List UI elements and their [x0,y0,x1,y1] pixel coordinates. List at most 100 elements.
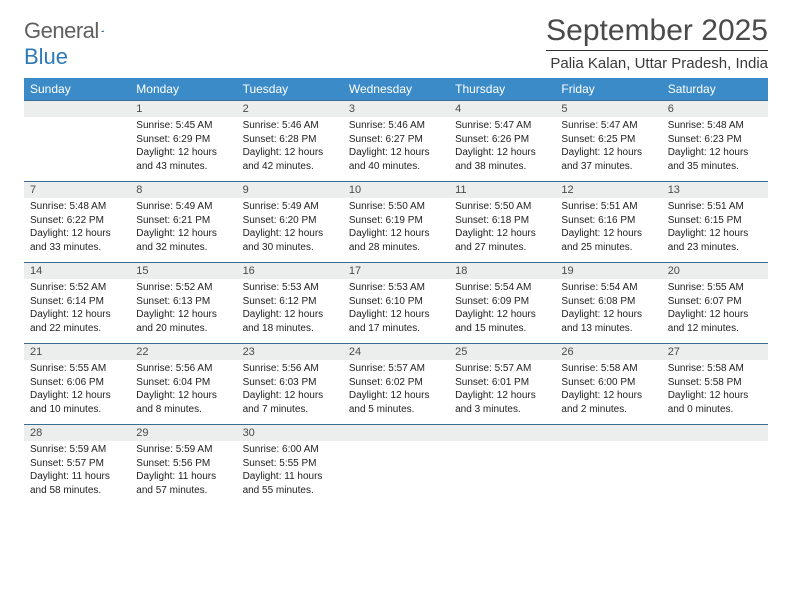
sunset-line: Sunset: 5:55 PM [243,457,337,471]
sunset-line: Sunset: 6:09 PM [455,295,549,309]
daylight-line: Daylight: 12 hours and 43 minutes. [136,146,230,173]
weekday-header: Saturday [662,78,768,101]
empty-day-number [24,101,130,118]
daylight-line: Daylight: 12 hours and 17 minutes. [349,308,443,335]
daylight-line: Daylight: 12 hours and 3 minutes. [455,389,549,416]
day-number: 6 [662,101,768,118]
sunrise-line: Sunrise: 5:55 AM [30,362,124,376]
day-cell: Sunrise: 5:56 AMSunset: 6:04 PMDaylight:… [130,360,236,425]
daylight-line: Daylight: 12 hours and 30 minutes. [243,227,337,254]
sunrise-line: Sunrise: 5:46 AM [243,119,337,133]
day-number-row: 21222324252627 [24,344,768,361]
sunset-line: Sunset: 6:29 PM [136,133,230,147]
day-info-row: Sunrise: 5:55 AMSunset: 6:06 PMDaylight:… [24,360,768,425]
daylight-line: Daylight: 12 hours and 7 minutes. [243,389,337,416]
sunset-line: Sunset: 6:10 PM [349,295,443,309]
sunrise-line: Sunrise: 5:47 AM [455,119,549,133]
day-number: 9 [237,182,343,199]
day-number: 12 [555,182,661,199]
daylight-line: Daylight: 12 hours and 2 minutes. [561,389,655,416]
day-number: 5 [555,101,661,118]
day-cell: Sunrise: 5:50 AMSunset: 6:19 PMDaylight:… [343,198,449,263]
day-number: 23 [237,344,343,361]
sunset-line: Sunset: 5:56 PM [136,457,230,471]
daylight-line: Daylight: 11 hours and 55 minutes. [243,470,337,497]
day-number: 22 [130,344,236,361]
day-cell: Sunrise: 5:55 AMSunset: 6:07 PMDaylight:… [662,279,768,344]
day-cell: Sunrise: 5:47 AMSunset: 6:26 PMDaylight:… [449,117,555,182]
daylight-line: Daylight: 12 hours and 37 minutes. [561,146,655,173]
sunrise-line: Sunrise: 5:52 AM [136,281,230,295]
day-cell: Sunrise: 5:51 AMSunset: 6:16 PMDaylight:… [555,198,661,263]
empty-day-number [343,425,449,442]
day-number: 10 [343,182,449,199]
daylight-line: Daylight: 12 hours and 15 minutes. [455,308,549,335]
sunrise-line: Sunrise: 5:49 AM [243,200,337,214]
sunrise-line: Sunrise: 5:46 AM [349,119,443,133]
daylight-line: Daylight: 12 hours and 0 minutes. [668,389,762,416]
sunset-line: Sunset: 6:02 PM [349,376,443,390]
day-number: 25 [449,344,555,361]
daylight-line: Daylight: 12 hours and 40 minutes. [349,146,443,173]
sunset-line: Sunset: 6:28 PM [243,133,337,147]
day-cell: Sunrise: 5:51 AMSunset: 6:15 PMDaylight:… [662,198,768,263]
day-number: 8 [130,182,236,199]
day-cell: Sunrise: 5:58 AMSunset: 6:00 PMDaylight:… [555,360,661,425]
header: General September 2025 Palia Kalan, Utta… [24,14,768,72]
weekday-header: Tuesday [237,78,343,101]
day-cell: Sunrise: 5:45 AMSunset: 6:29 PMDaylight:… [130,117,236,182]
brand-logo: General [24,18,121,44]
sunrise-line: Sunrise: 5:56 AM [243,362,337,376]
daylight-line: Daylight: 12 hours and 25 minutes. [561,227,655,254]
sunset-line: Sunset: 6:18 PM [455,214,549,228]
weekday-header-row: Sunday Monday Tuesday Wednesday Thursday… [24,78,768,101]
daylight-line: Daylight: 12 hours and 33 minutes. [30,227,124,254]
day-cell: Sunrise: 5:49 AMSunset: 6:20 PMDaylight:… [237,198,343,263]
daylight-line: Daylight: 11 hours and 58 minutes. [30,470,124,497]
weekday-header: Thursday [449,78,555,101]
sunrise-line: Sunrise: 5:58 AM [668,362,762,376]
sunset-line: Sunset: 6:16 PM [561,214,655,228]
daylight-line: Daylight: 12 hours and 5 minutes. [349,389,443,416]
sunset-line: Sunset: 5:57 PM [30,457,124,471]
day-number: 21 [24,344,130,361]
page-title: September 2025 [546,14,768,51]
empty-day-cell [555,441,661,505]
sunrise-line: Sunrise: 5:52 AM [30,281,124,295]
day-number: 28 [24,425,130,442]
sunset-line: Sunset: 6:07 PM [668,295,762,309]
day-info-row: Sunrise: 5:52 AMSunset: 6:14 PMDaylight:… [24,279,768,344]
sunrise-line: Sunrise: 5:56 AM [136,362,230,376]
day-number: 26 [555,344,661,361]
day-number: 29 [130,425,236,442]
daylight-line: Daylight: 12 hours and 8 minutes. [136,389,230,416]
weekday-header: Sunday [24,78,130,101]
daylight-line: Daylight: 12 hours and 38 minutes. [455,146,549,173]
day-cell: Sunrise: 5:48 AMSunset: 6:23 PMDaylight:… [662,117,768,182]
day-number: 27 [662,344,768,361]
daylight-line: Daylight: 12 hours and 23 minutes. [668,227,762,254]
day-number: 30 [237,425,343,442]
empty-day-number [555,425,661,442]
day-cell: Sunrise: 5:54 AMSunset: 6:08 PMDaylight:… [555,279,661,344]
day-cell: Sunrise: 5:57 AMSunset: 6:02 PMDaylight:… [343,360,449,425]
sunset-line: Sunset: 6:21 PM [136,214,230,228]
daylight-line: Daylight: 12 hours and 27 minutes. [455,227,549,254]
sunrise-line: Sunrise: 5:58 AM [561,362,655,376]
sunrise-line: Sunrise: 5:50 AM [455,200,549,214]
sunset-line: Sunset: 6:20 PM [243,214,337,228]
day-cell: Sunrise: 5:53 AMSunset: 6:12 PMDaylight:… [237,279,343,344]
day-number: 2 [237,101,343,118]
daylight-line: Daylight: 12 hours and 20 minutes. [136,308,230,335]
daylight-line: Daylight: 12 hours and 12 minutes. [668,308,762,335]
day-cell: Sunrise: 5:52 AMSunset: 6:14 PMDaylight:… [24,279,130,344]
day-number-row: 78910111213 [24,182,768,199]
sunrise-line: Sunrise: 5:45 AM [136,119,230,133]
sunrise-line: Sunrise: 5:55 AM [668,281,762,295]
day-cell: Sunrise: 5:55 AMSunset: 6:06 PMDaylight:… [24,360,130,425]
day-cell: Sunrise: 5:59 AMSunset: 5:56 PMDaylight:… [130,441,236,505]
daylight-line: Daylight: 12 hours and 13 minutes. [561,308,655,335]
sunrise-line: Sunrise: 5:54 AM [455,281,549,295]
daylight-line: Daylight: 12 hours and 22 minutes. [30,308,124,335]
day-cell: Sunrise: 5:54 AMSunset: 6:09 PMDaylight:… [449,279,555,344]
